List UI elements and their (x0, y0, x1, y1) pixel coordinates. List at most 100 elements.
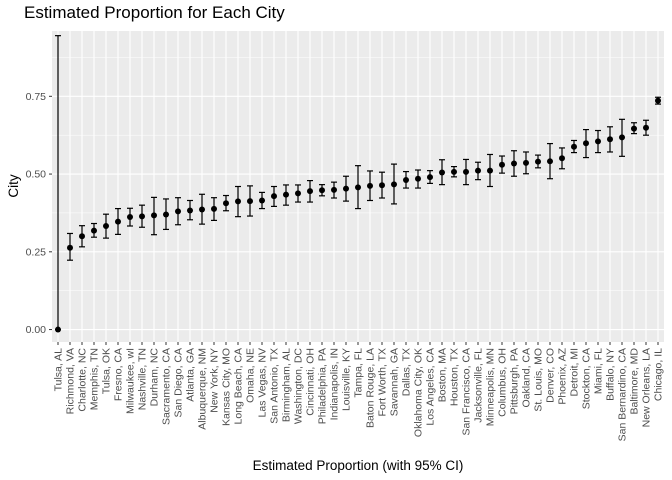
x-tick-label: Memphis, TN (89, 348, 101, 410)
data-point (295, 190, 301, 197)
data-point (103, 222, 109, 229)
y-tick-label: 0.25 (26, 246, 47, 258)
x-tick-label: Las Vegas, NV (257, 348, 269, 417)
data-point (559, 155, 565, 162)
data-point (55, 326, 61, 333)
x-tick-label: Pittsburgh, PA (509, 348, 521, 414)
x-tick-label: Nashville, TN (137, 348, 149, 410)
data-points (55, 97, 661, 333)
x-tick-label: Sacramento, CA (161, 348, 173, 425)
error-bars (55, 35, 661, 331)
y-tick-label: 0.50 (26, 169, 47, 181)
x-tick-label: New York, NY (209, 348, 221, 413)
data-point (403, 176, 409, 183)
x-tick-label: Tampa, FL (353, 348, 365, 398)
data-point (319, 187, 325, 194)
x-tick-label: Louisville, KY (341, 348, 353, 411)
x-tick-label: Long Beach, CA (233, 348, 245, 424)
data-point (511, 160, 517, 167)
data-point (211, 205, 217, 212)
x-tick-label: New Orleans, LA (641, 348, 653, 427)
data-point (439, 169, 445, 176)
data-point (655, 97, 661, 104)
data-point (499, 161, 505, 168)
x-tick-label: Richmond, VA (65, 348, 77, 414)
x-tick-label: Columbus, OH (497, 348, 509, 417)
x-tick-label: Washington, DC (293, 348, 305, 424)
data-point (607, 136, 613, 143)
data-point (595, 138, 601, 145)
x-tick-label: Stockton, CA (581, 348, 593, 409)
x-tick-label: Omaha, NE (245, 348, 257, 403)
data-point (91, 227, 97, 234)
x-tick-label: Albuquerque, NM (197, 348, 209, 430)
x-tick-label: Dallas, TX (401, 348, 413, 396)
data-point (67, 244, 73, 251)
x-tick-label: Chicago, IL (653, 348, 665, 401)
data-point (151, 212, 157, 219)
chart-title: Estimated Proportion for Each City (24, 3, 285, 22)
y-axis-ticks: 0.00 0.25 0.50 0.75 (26, 91, 52, 336)
data-point (283, 191, 289, 198)
x-tick-label: Oakland, CA (521, 348, 533, 408)
x-tick-label: Fort Worth, TX (377, 348, 389, 416)
data-point (487, 167, 493, 174)
data-point (643, 124, 649, 131)
data-point (355, 184, 361, 191)
x-tick-label: Milwaukee, wI (125, 348, 137, 414)
x-tick-label: San Francisco, CA (461, 348, 473, 436)
x-tick-label: Denver, CO (545, 348, 557, 403)
data-point (139, 213, 145, 220)
data-point (379, 182, 385, 189)
data-point (127, 213, 133, 220)
x-tick-label: Miami, FL (593, 348, 605, 394)
x-tick-label: Indianapolis, IN (329, 348, 341, 420)
x-tick-label: San Bernardino, CA (617, 348, 629, 441)
x-tick-label: Buffalo, NY (605, 348, 617, 401)
x-tick-label: Durham, NC (149, 348, 161, 407)
y-axis-title: City (6, 174, 21, 197)
data-point (115, 218, 121, 225)
data-point (271, 193, 277, 200)
y-tick-label: 0.00 (26, 324, 47, 336)
data-point (631, 125, 637, 132)
data-point (223, 200, 229, 207)
data-point (535, 158, 541, 165)
data-point (79, 233, 85, 240)
x-tick-label: San Diego, CA (173, 348, 185, 417)
x-tick-label: Charlotte, NC (77, 348, 89, 412)
data-point (583, 140, 589, 147)
data-point (199, 206, 205, 213)
data-point (343, 185, 349, 192)
x-tick-label: Tulsa, AL (53, 348, 65, 392)
x-tick-label: St. Louis, MO (533, 348, 545, 412)
x-tick-label: Boston, MA (437, 348, 449, 402)
data-point (163, 211, 169, 218)
data-point (259, 197, 265, 204)
x-axis-title: Estimated Proportion (with 95% CI) (253, 458, 464, 473)
x-tick-label: Savannah, GA (389, 348, 401, 416)
x-axis-ticks: Tulsa, AL Richmond, VA Charlotte, NC Memphi… (53, 342, 665, 441)
x-tick-label: Jacksonville, FL (473, 348, 485, 423)
data-point (451, 168, 457, 175)
data-point (463, 168, 469, 175)
x-tick-label: Tulsa, OK (101, 348, 113, 394)
x-tick-label: Minneapolis, MN (485, 348, 497, 426)
x-tick-label: Houston, TX (449, 348, 461, 406)
x-tick-label: Cincinnati, OH (305, 348, 317, 416)
data-point (415, 175, 421, 182)
data-point (619, 134, 625, 141)
x-tick-label: Baltimore, MD (629, 348, 641, 415)
x-tick-label: Baton Rouge, LA (365, 348, 377, 428)
x-tick-label: Los Angeles, CA (425, 348, 437, 426)
data-point (571, 143, 577, 150)
data-point (391, 181, 397, 188)
x-tick-label: Philadelphia, PA (317, 348, 329, 424)
data-point (235, 198, 241, 205)
data-point (523, 159, 529, 166)
x-tick-label: Oklahoma City, OK (413, 348, 425, 437)
data-point (187, 207, 193, 214)
x-tick-label: Detroit, MI (569, 348, 581, 396)
x-tick-label: San Antonio, TX (269, 348, 281, 424)
